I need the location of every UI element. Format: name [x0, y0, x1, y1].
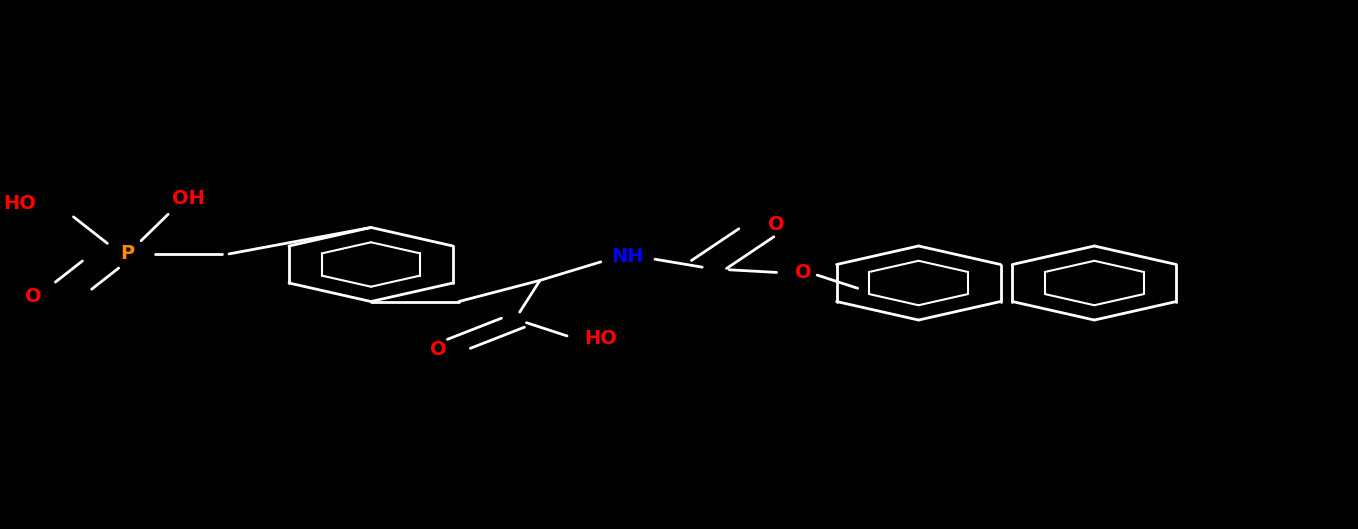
Text: HO: HO	[584, 329, 618, 348]
Text: P: P	[121, 244, 134, 263]
Text: O: O	[24, 287, 41, 306]
Text: O: O	[796, 263, 812, 282]
Text: NH: NH	[611, 247, 644, 266]
Text: OH: OH	[172, 189, 205, 208]
Text: O: O	[430, 340, 447, 359]
Text: HO: HO	[3, 194, 35, 213]
Text: O: O	[769, 215, 785, 234]
